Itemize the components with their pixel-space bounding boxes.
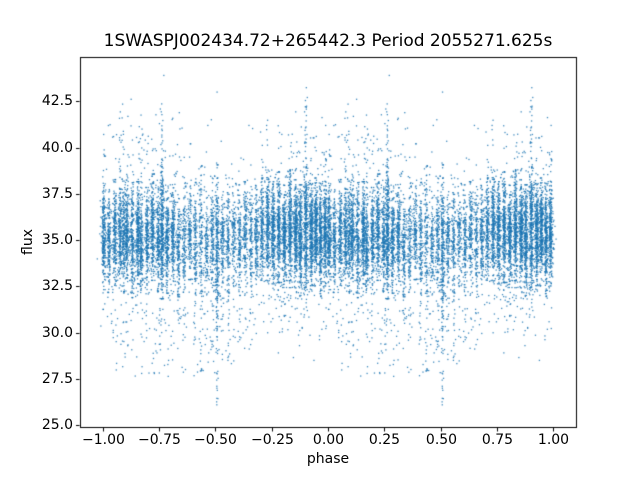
y-tick-label-7: 42.5 <box>41 92 73 109</box>
y-tick-label-1: 27.5 <box>41 370 73 387</box>
x-tick-label-1: −0.75 <box>138 432 181 448</box>
x-axis-label: phase <box>306 451 350 467</box>
y-tick-label-2: 30.0 <box>41 324 73 341</box>
x-tick-label-2: −0.50 <box>194 432 237 448</box>
x-tick-label-4: 0.00 <box>312 432 345 448</box>
y-tick-label-0: 25.0 <box>41 416 73 433</box>
x-tick-label-5: 0.25 <box>368 432 401 448</box>
x-tick-label-7: 0.75 <box>481 432 514 448</box>
x-tick-label-6: 0.50 <box>425 432 458 448</box>
x-tick-label-0: −1.00 <box>82 432 125 448</box>
y-tick-label-3: 32.5 <box>41 277 73 294</box>
y-tick-label-5: 37.5 <box>41 185 73 202</box>
chart-title: 1SWASPJ002434.72+265442.3 Period 2055271… <box>103 31 553 51</box>
x-tick-label-3: −0.25 <box>251 432 294 448</box>
x-tick-label-8: 1.00 <box>537 432 570 448</box>
y-tick-label-6: 40.0 <box>41 139 73 156</box>
y-tick-label-4: 35.0 <box>41 231 73 248</box>
